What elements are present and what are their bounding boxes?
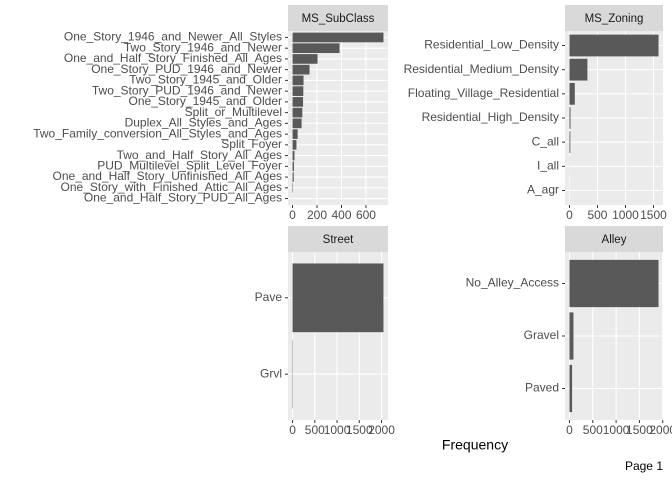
bar bbox=[569, 364, 573, 413]
y-tick-label: No_Alley_Access bbox=[466, 276, 559, 290]
x-tick-label: 0 bbox=[289, 208, 296, 222]
y-tick-label: C_all bbox=[532, 134, 559, 148]
bar bbox=[569, 131, 571, 154]
bar bbox=[569, 58, 588, 81]
bar bbox=[292, 75, 304, 86]
y-tick-label: Floating_Village_Residential bbox=[408, 86, 559, 100]
x-tick-label: 1500 bbox=[346, 423, 373, 437]
x-tick-label: 400 bbox=[331, 208, 351, 222]
strip bbox=[288, 226, 388, 252]
y-tick-label: One_Story_PUD_1946_and_Newer bbox=[91, 62, 282, 76]
page-footer: Page 1 bbox=[625, 459, 663, 473]
bar bbox=[292, 140, 297, 150]
bar bbox=[292, 107, 303, 118]
y-tick-label: Gravel bbox=[524, 328, 559, 342]
bar bbox=[292, 150, 295, 161]
y-tick-label: Residential_High_Density bbox=[422, 110, 559, 124]
bar bbox=[292, 172, 294, 182]
x-tick-label: 600 bbox=[356, 208, 376, 222]
bar bbox=[292, 118, 302, 129]
x-tick-label: 1500 bbox=[626, 423, 653, 437]
y-tick-label: Residential_Medium_Density bbox=[404, 62, 559, 76]
x-tick-label: 500 bbox=[305, 423, 325, 437]
y-tick-label: Split_Foyer bbox=[221, 137, 282, 151]
y-tick-label: Two_and_Half_Story_All_Ages bbox=[117, 148, 282, 162]
x-tick-label: 0 bbox=[566, 208, 573, 222]
y-tick-label: One_and_Half_Story_Unfinished_All_Ages bbox=[53, 169, 282, 183]
bar bbox=[569, 34, 659, 57]
panel-title: Alley bbox=[602, 234, 627, 246]
y-tick-label: One_Story_1945_and_Older bbox=[129, 94, 282, 108]
bar bbox=[292, 43, 340, 54]
x-tick-label: 200 bbox=[307, 208, 327, 222]
bar bbox=[292, 263, 384, 333]
bar bbox=[569, 312, 574, 360]
strip bbox=[565, 226, 663, 252]
bar bbox=[292, 32, 384, 43]
y-tick-label: A_agr bbox=[527, 183, 559, 197]
y-tick-label: I_all bbox=[537, 159, 559, 173]
y-tick-label: PUD_Multilevel_Split_Level_Foyer bbox=[97, 159, 282, 173]
strip bbox=[288, 5, 388, 31]
y-tick-label: One_and_Half_Story_Finished_All_Ages bbox=[64, 51, 282, 65]
panel-title: MS_SubClass bbox=[302, 13, 375, 25]
bar bbox=[569, 82, 575, 105]
bar bbox=[292, 97, 304, 107]
y-tick-label: Pave bbox=[255, 290, 283, 304]
bar bbox=[292, 129, 298, 139]
y-tick-label: One_and_Half_Story_PUD_All_Ages bbox=[84, 191, 282, 205]
y-tick-label: Two_Story_1946_and_Newer bbox=[124, 40, 282, 54]
x-axis-label: Frequency bbox=[442, 437, 508, 453]
x-tick-label: 0 bbox=[289, 423, 296, 437]
bar bbox=[569, 259, 659, 308]
y-tick-label: Two_Story_1945_and_Older bbox=[129, 73, 282, 87]
x-tick-label: 1000 bbox=[612, 208, 639, 222]
bar bbox=[569, 107, 571, 129]
x-tick-label: 1000 bbox=[603, 423, 630, 437]
x-tick-label: 1000 bbox=[324, 423, 351, 437]
panel-title: Street bbox=[323, 234, 354, 246]
y-tick-label: Paved bbox=[525, 381, 559, 395]
x-tick-label: 2000 bbox=[649, 423, 672, 437]
y-tick-label: Split_or_Multilevel bbox=[185, 105, 282, 119]
strip bbox=[565, 5, 663, 31]
y-tick-label: Grvl bbox=[260, 366, 282, 380]
x-tick-label: 500 bbox=[583, 423, 603, 437]
bar bbox=[292, 64, 310, 75]
panel-title: MS_Zoning bbox=[585, 13, 644, 25]
bar bbox=[292, 161, 294, 172]
y-tick-label: Residential_Low_Density bbox=[424, 38, 559, 52]
x-tick-label: 2000 bbox=[368, 423, 395, 437]
y-tick-label: One_Story_with_Finished_Attic_All_Ages bbox=[61, 180, 282, 194]
bar bbox=[292, 54, 318, 64]
y-tick-label: Two_Family_conversion_All_Styles_and_Age… bbox=[33, 126, 282, 140]
y-tick-label: One_Story_1946_and_Newer_All_Styles bbox=[64, 30, 282, 44]
x-tick-label: 500 bbox=[587, 208, 607, 222]
x-tick-label: 0 bbox=[566, 423, 573, 437]
y-tick-label: Duplex_All_Styles_and_Ages bbox=[125, 116, 282, 130]
y-tick-label: Two_Story_PUD_1946_and_Newer bbox=[92, 83, 282, 97]
bar bbox=[292, 86, 304, 96]
x-tick-label: 1500 bbox=[640, 208, 667, 222]
